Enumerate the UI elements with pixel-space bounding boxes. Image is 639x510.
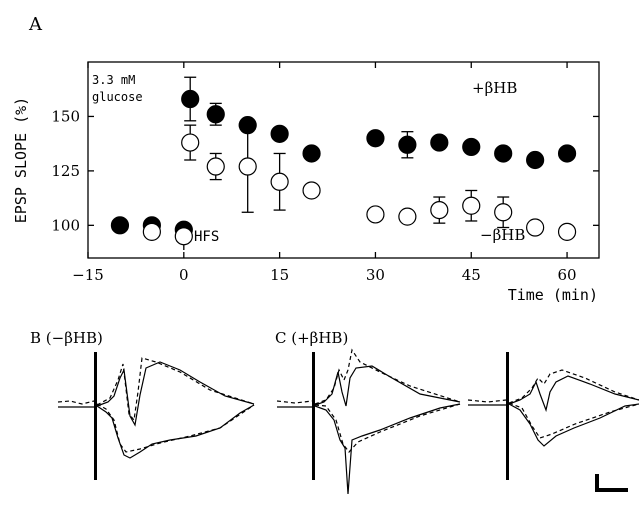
data-point-plus-bhb	[430, 133, 449, 152]
x-tick-label: −15	[72, 266, 104, 284]
panel-label-c: C (+βHB)	[275, 329, 348, 347]
data-point-minus-bhb	[302, 181, 321, 200]
trace-baseline-dashed	[57, 400, 95, 405]
x-tick-label: 60	[558, 266, 577, 284]
trace-upper-solid	[314, 365, 461, 407]
data-point-minus-bhb	[398, 207, 417, 226]
y-tick-label: 150	[51, 107, 80, 125]
data-point-plus-bhb	[366, 129, 385, 148]
data-point-minus-bhb	[526, 218, 545, 237]
stimulus-artifact	[312, 352, 315, 480]
data-point-plus-bhb	[270, 124, 289, 143]
data-point-plus-bhb	[110, 216, 130, 235]
condition-label-line2: glucose	[92, 90, 143, 104]
stimulus-artifact	[506, 352, 509, 480]
y-axis-label: EPSP SLOPE (%)	[12, 97, 30, 223]
data-points	[110, 89, 577, 246]
trace-lower-solid	[314, 403, 461, 495]
y-axis: 100 125 150	[51, 107, 599, 234]
trace-lower-dashed	[96, 403, 255, 453]
trace-lower-dashed	[314, 403, 461, 453]
epsp-chart: −15 0 15 30 45 60 100 125 150 EPSP SLOPE (%) Ti…	[12, 61, 600, 304]
trace-panel-c-right	[467, 352, 639, 480]
data-point-plus-bhb	[238, 116, 257, 135]
y-tick-label: 100	[51, 216, 80, 234]
series-label-plus-bhb: +βHB	[472, 79, 517, 97]
panel-label-b: B (−βHB)	[30, 329, 103, 347]
data-point-minus-bhb	[557, 222, 577, 241]
hfs-label: HFS	[194, 229, 219, 245]
data-point-minus-bhb	[181, 133, 200, 152]
scale-bar	[595, 474, 628, 492]
data-point-plus-bhb	[302, 144, 321, 163]
trace-upper-dashed	[314, 348, 461, 405]
plot-frame	[87, 61, 600, 259]
trace-lower-solid	[96, 404, 255, 459]
trace-panel-b	[57, 352, 255, 480]
condition-label-line1: 3.3 mM	[92, 73, 135, 87]
data-point-minus-bhb	[270, 172, 289, 191]
data-point-plus-bhb	[398, 135, 417, 154]
x-tick-label: 30	[366, 266, 385, 284]
data-point-plus-bhb	[557, 144, 577, 163]
data-point-minus-bhb	[462, 196, 481, 215]
data-point-minus-bhb	[238, 157, 257, 176]
data-point-minus-bhb	[494, 203, 513, 222]
y-tick-label: 125	[51, 162, 80, 180]
x-axis-label: Time (min)	[508, 286, 598, 304]
data-point-plus-bhb	[526, 150, 545, 170]
x-tick-label: 45	[462, 266, 481, 284]
x-tick-label: 15	[270, 266, 289, 284]
trace-panel-c-left	[276, 348, 461, 495]
data-point-plus-bhb	[181, 89, 200, 109]
data-point-minus-bhb	[174, 227, 193, 246]
trace-upper-solid	[508, 375, 639, 413]
data-point-plus-bhb	[206, 105, 225, 124]
data-point-plus-bhb	[462, 137, 481, 157]
data-point-minus-bhb	[366, 205, 385, 224]
x-axis: −15 0 15 30 45 60	[72, 62, 577, 284]
trace-upper-solid	[96, 361, 255, 427]
error-bars	[184, 76, 510, 229]
trace-baseline-dashed	[276, 400, 313, 404]
data-point-minus-bhb	[430, 200, 449, 220]
trace-lower-solid	[508, 403, 639, 447]
trace-upper-dashed	[508, 369, 639, 404]
trace-upper-dashed	[96, 357, 255, 422]
data-point-minus-bhb	[142, 222, 161, 241]
trace-lower-dashed	[508, 402, 639, 439]
series-label-minus-bhb: −βHB	[480, 226, 525, 244]
data-point-plus-bhb	[494, 144, 513, 163]
trace-baseline-dashed	[467, 399, 507, 403]
data-point-minus-bhb	[206, 157, 225, 176]
x-tick-label: 0	[179, 266, 189, 284]
stimulus-artifact	[94, 352, 97, 480]
panel-label-a: A	[28, 14, 43, 35]
